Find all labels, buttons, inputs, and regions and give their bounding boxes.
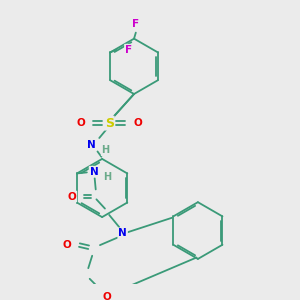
Text: N: N	[87, 140, 96, 150]
Text: H: H	[103, 172, 112, 182]
Text: O: O	[68, 191, 76, 202]
Text: O: O	[63, 240, 71, 250]
Text: N: N	[90, 167, 98, 177]
Text: O: O	[102, 292, 111, 300]
Text: F: F	[125, 45, 132, 55]
Text: O: O	[76, 118, 85, 128]
Text: F: F	[132, 20, 140, 29]
Text: O: O	[133, 118, 142, 128]
Text: N: N	[118, 228, 127, 239]
Text: S: S	[105, 117, 114, 130]
Text: H: H	[102, 146, 110, 155]
